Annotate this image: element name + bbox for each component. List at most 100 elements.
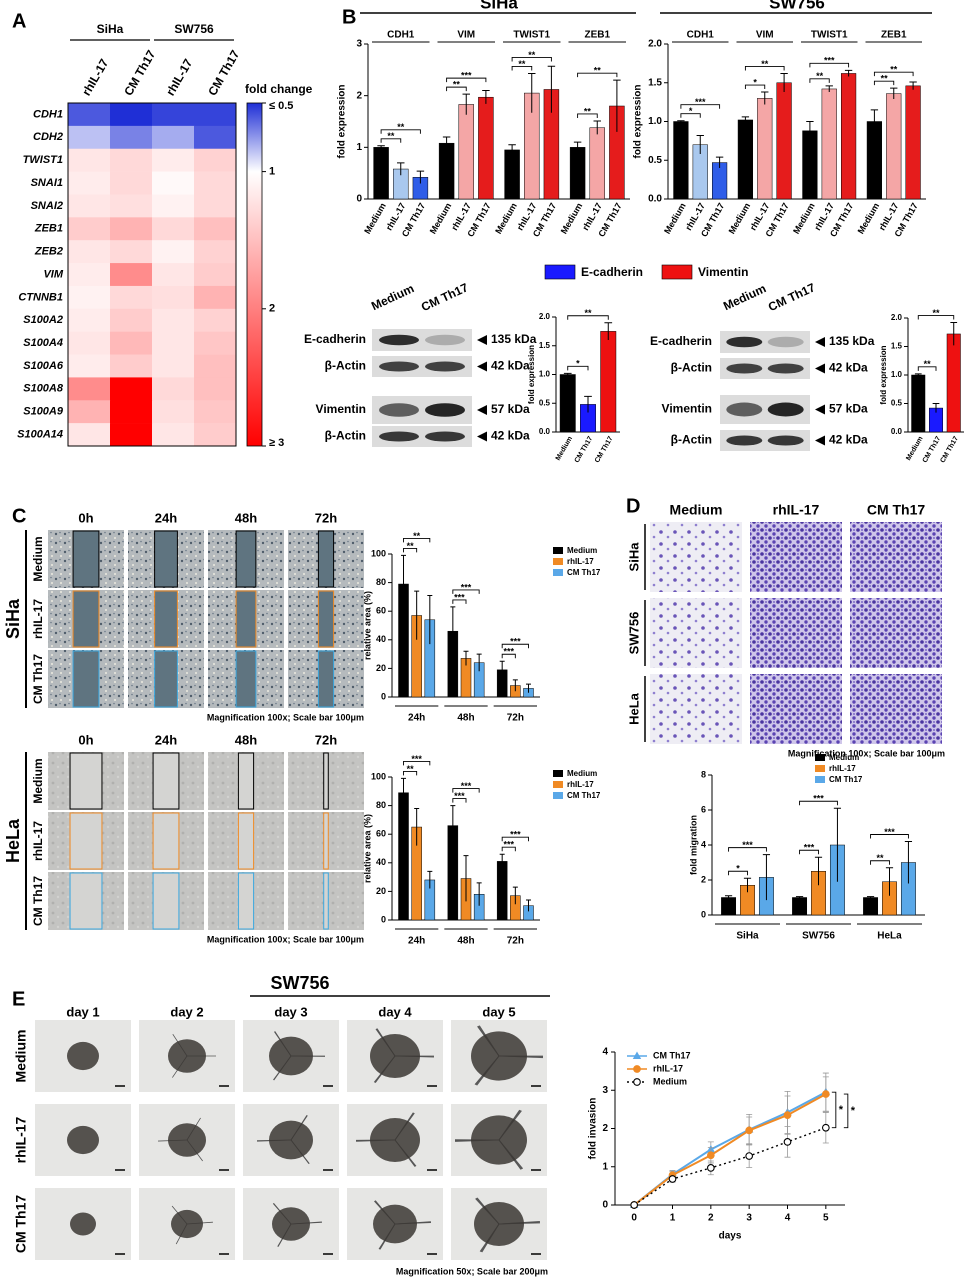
wound-gap [317,590,335,648]
error-bar [563,372,572,376]
significance-label: *** [813,794,824,804]
error-bar [950,322,958,346]
y-axis-label: relative area (%) [362,591,372,660]
spheroid [474,1202,524,1246]
wound-gap [323,752,329,810]
significance-label: ** [932,308,940,318]
significance-label: ** [584,106,592,116]
significance-bracket [809,78,830,83]
colorbar-tick-label: 2 [269,303,275,315]
bar-label: CM Th17 [594,435,615,464]
panel-label: C [12,505,26,527]
legend-label: Medium [653,1076,687,1086]
error-bar [844,69,853,77]
y-tick-label: 60 [376,606,386,616]
bar-label: Medium [362,201,388,235]
blot-arrow [477,405,487,415]
bar [737,119,754,200]
y-axis-label: fold expression [879,345,888,404]
significance-bracket [446,86,467,92]
blot-band [767,336,804,348]
row-label: S100A4 [23,337,63,349]
error-bar [416,170,425,184]
legend-label: rhIL-17 [567,557,594,566]
legend-label: CM Th17 [829,775,863,784]
bar-label: Medium [559,201,585,235]
y-tick-label: 0.0 [648,194,662,205]
category-label: TWIST1 [811,30,848,41]
condition-label: Medium [670,502,723,518]
significance-bracket [680,113,701,118]
significance-bracket [870,834,909,839]
marker [668,1175,677,1183]
condition-label: CM Th17 [867,502,926,518]
blot-label: E-cadherin [304,332,366,346]
spheroid [171,1209,203,1239]
row-label: SNAI1 [31,177,63,189]
legend-swatch [544,264,576,280]
spheroid [269,1036,313,1076]
legend-label: CM Th17 [567,791,601,800]
heat-cell [194,400,237,424]
legend-swatch [553,770,563,777]
time-label: 72h [315,732,337,747]
blot-size-label: 42 kDa [491,429,530,443]
significance-bracket [831,1091,837,1129]
heat-cell [152,354,195,378]
heat-cell [194,423,237,447]
bar-label: Medium [856,201,882,235]
spheroid [67,1125,99,1155]
error-bar [866,896,875,899]
micrograph [650,598,742,668]
cell-line-label: HeLa [3,818,23,863]
wound-gap [154,530,178,588]
time-label: 0h [78,510,93,525]
bar [821,88,837,200]
category-label: ZEB1 [881,30,907,41]
y-tick-label: 3 [356,39,362,50]
y-tick-label: 4 [701,839,706,849]
marker [783,1111,792,1119]
significance-label: ** [518,59,526,69]
spheroid [471,1031,527,1081]
blot-label: β-Actin [671,433,712,447]
significance-bracket [403,760,431,766]
heat-cell [152,148,195,172]
micrograph [750,674,842,744]
y-tick-label: 80 [376,800,386,810]
significance-label: ** [594,66,602,76]
error-bar [806,121,814,141]
significance-label: ** [877,853,885,863]
error-bar [613,79,621,132]
significance-bracket [917,315,955,320]
heat-cell [194,125,237,150]
y-tick-label: 0 [381,914,386,924]
significance-bracket [728,847,767,852]
colorbar [246,102,263,447]
heat-cell [110,148,153,172]
y-tick-label: 0.0 [891,427,903,436]
y-tick-label: 0 [381,691,386,701]
heat-cell [194,194,237,218]
error-bar [512,679,518,692]
lane-label: CM Th17 [766,280,818,314]
significance-bracket [917,366,937,371]
blot-arrow [477,361,487,372]
row-label: TWIST1 [23,154,63,166]
error-bar [762,854,771,901]
error-bar [814,856,823,886]
bar [792,897,808,916]
significance-label: ** [387,131,395,141]
caption: Magnification 100x; Scale bar 100μm [788,748,945,758]
legend-label: Medium [567,546,597,555]
blot-band [726,336,763,348]
heatmap-frame [67,102,237,447]
wound-gap [235,650,257,708]
marker [706,1151,715,1160]
bar [559,374,576,433]
heat-cell [68,400,111,424]
blot-band [767,435,804,446]
heat-cell [110,423,153,447]
bar [438,142,455,200]
error-bar [870,109,879,134]
